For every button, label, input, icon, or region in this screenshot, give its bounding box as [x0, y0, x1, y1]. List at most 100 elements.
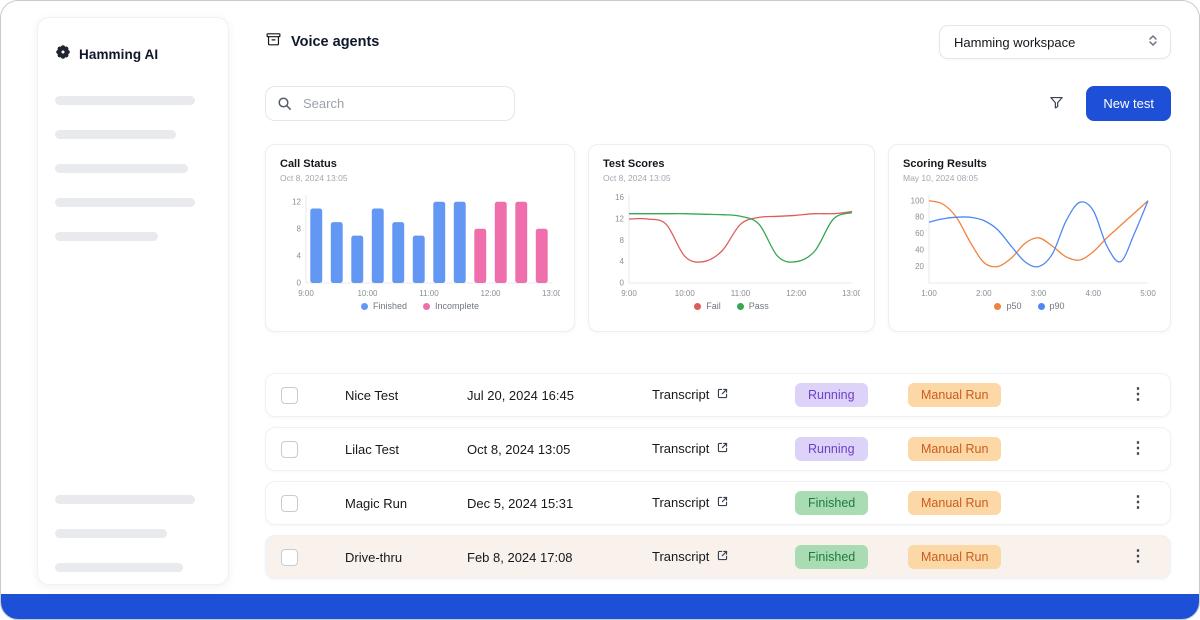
charts-row: Call Status Oct 8, 2024 13:05 0 4 8 12 9:00 1… [265, 144, 1171, 332]
row-checkbox[interactable] [281, 548, 298, 566]
skeleton-bar [55, 563, 183, 572]
chart-title: Scoring Results [903, 158, 987, 170]
filter-button[interactable] [1041, 89, 1071, 119]
skeleton-bar [55, 96, 195, 105]
svg-text:80: 80 [915, 213, 924, 222]
transcript-link-label: Transcript [652, 549, 710, 564]
svg-text:12: 12 [615, 215, 624, 224]
run-type-badge: Manual Run [908, 383, 1002, 407]
svg-text:16: 16 [615, 193, 624, 202]
status-badge: Finished [795, 545, 869, 569]
chart-subtitle: Oct 8, 2024 13:05 [603, 173, 671, 183]
svg-text:60: 60 [915, 229, 924, 238]
svg-text:4:00: 4:00 [1086, 289, 1102, 298]
test-name: Drive-thru [345, 549, 403, 565]
chart-title: Test Scores [603, 158, 665, 170]
app-name: Hamming AI [79, 47, 159, 62]
external-link-icon [716, 495, 729, 511]
legend-dot-icon [694, 302, 702, 310]
chart-subtitle: May 10, 2024 08:05 [903, 173, 979, 183]
svg-text:10:00: 10:00 [357, 289, 378, 298]
call-status-chart: 0 4 8 12 9:00 10:00 11:00 12:00 13:00 [280, 189, 563, 299]
row-menu-button[interactable]: ⋮ [1124, 493, 1152, 513]
row-menu-button[interactable]: ⋮ [1124, 547, 1152, 567]
svg-text:11:00: 11:00 [731, 289, 751, 298]
skeleton-bar [55, 198, 195, 207]
row-checkbox[interactable] [281, 440, 298, 458]
svg-text:0: 0 [620, 279, 625, 288]
row-menu-button[interactable]: ⋮ [1124, 385, 1152, 405]
scoring-results-chart: 20 40 60 80 100 1:00 2:00 3:00 4:00 5:00 [903, 189, 1156, 299]
svg-text:0: 0 [297, 279, 302, 288]
status-badge: Running [795, 437, 868, 461]
transcript-link[interactable]: Transcript [652, 549, 729, 565]
svg-text:11:00: 11:00 [419, 289, 439, 298]
new-test-button[interactable]: New test [1086, 86, 1171, 121]
legend-item: p50 [994, 301, 1022, 311]
header: Voice agents Hamming workspace [265, 25, 1171, 59]
run-type-badge: Manual Run [908, 545, 1002, 569]
external-link-icon [716, 441, 729, 457]
workspace-select-label: Hamming workspace [954, 34, 1076, 50]
sidebar-skeleton-bottom [38, 495, 228, 572]
skeleton-bar [55, 232, 158, 241]
test-name: Magic Run [345, 495, 408, 511]
svg-text:12:00: 12:00 [480, 289, 501, 298]
chart-subtitle: Oct 8, 2024 13:05 [280, 173, 348, 183]
filter-icon [1048, 94, 1065, 114]
run-type-badge: Manual Run [908, 437, 1002, 461]
test-name: Lilac Test [345, 441, 399, 457]
external-link-icon [716, 387, 729, 403]
svg-text:13:00: 13:00 [542, 289, 560, 298]
chart-card-test-scores: Test Scores Oct 8, 2024 13:05 0 4 8 12 16 9:0… [588, 144, 875, 332]
toolbar: New test [265, 86, 1171, 121]
skeleton-bar [55, 130, 176, 139]
page-title: Voice agents [291, 34, 380, 50]
legend-dot-icon [1037, 302, 1045, 310]
run-type-badge: Manual Run [908, 491, 1002, 515]
transcript-link-label: Transcript [652, 495, 710, 510]
test-scores-chart: 0 4 8 12 16 9:00 10:00 11:00 12:00 13:00 [603, 189, 862, 299]
transcript-link[interactable]: Transcript [652, 441, 729, 457]
page-title-group: Voice agents [265, 31, 379, 53]
toolbar-actions: New test [1041, 86, 1171, 121]
workspace-select[interactable]: Hamming workspace [939, 25, 1171, 59]
transcript-link-label: Transcript [652, 387, 710, 402]
sidebar: Hamming AI [37, 17, 229, 585]
legend-item: Pass [736, 301, 769, 311]
test-date: Dec 5, 2024 15:31 [467, 495, 574, 511]
legend-dot-icon [423, 302, 430, 310]
row-menu-button[interactable]: ⋮ [1124, 439, 1152, 459]
chart-legend: p50 p90 [903, 301, 1156, 311]
row-checkbox[interactable] [281, 386, 298, 404]
logo-icon [55, 44, 71, 65]
row-checkbox[interactable] [281, 494, 298, 512]
svg-text:12: 12 [292, 197, 301, 206]
skeleton-bar [55, 529, 167, 538]
test-date: Oct 8, 2024 13:05 [467, 441, 571, 457]
chart-legend: Fail Pass [603, 301, 860, 311]
test-name: Nice Test [345, 387, 399, 403]
transcript-link[interactable]: Transcript [652, 495, 729, 511]
table-row: Nice Test Jul 20, 2024 16:45 Transcript … [265, 373, 1171, 417]
svg-text:5:00: 5:00 [1140, 289, 1156, 298]
external-link-icon [716, 549, 729, 565]
legend-dot-icon [994, 302, 1002, 310]
chevron-up-down-icon [1146, 33, 1160, 51]
chart-title: Call Status [280, 158, 337, 170]
voice-agents-icon [265, 31, 282, 53]
svg-text:4: 4 [297, 251, 302, 260]
svg-text:8: 8 [620, 236, 625, 245]
legend-item: Fail [694, 301, 721, 311]
svg-text:13:00: 13:00 [842, 289, 860, 298]
svg-text:3:00: 3:00 [1031, 289, 1047, 298]
status-badge: Running [795, 383, 868, 407]
transcript-link[interactable]: Transcript [652, 387, 729, 403]
svg-text:100: 100 [911, 196, 925, 205]
status-badge: Finished [795, 491, 869, 515]
table-row: Magic Run Dec 5, 2024 15:31 Transcript F… [265, 481, 1171, 525]
search-input[interactable] [265, 86, 515, 121]
svg-text:20: 20 [915, 262, 924, 271]
legend-dot-icon [736, 302, 744, 310]
